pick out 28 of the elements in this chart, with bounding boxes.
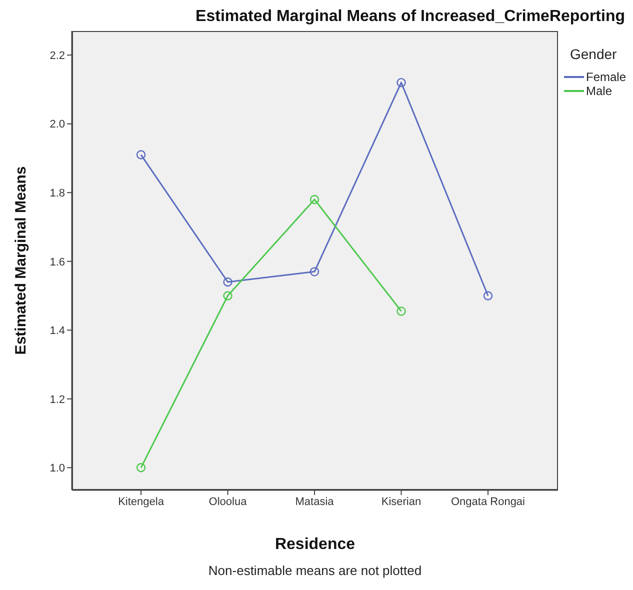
legend-title: Gender	[570, 46, 618, 62]
x-axis-title: Residence	[274, 536, 356, 553]
y-axis-title: Estimated Marginal Means	[12, 166, 30, 355]
y-tick-label: 1.4	[50, 325, 65, 338]
point	[136, 463, 146, 472]
text: Non-estimable means are not plotted	[207, 563, 423, 578]
x-tick-label: Kitengela	[118, 496, 165, 508]
chart-title: Estimated Marginal Means of Increased_CrimeReporting	[194, 8, 625, 26]
y-tick-label: 2.0	[50, 118, 65, 131]
x-tick-label: Matasia	[295, 496, 335, 508]
y-tick-label: 1.6	[50, 256, 65, 268]
point	[396, 78, 406, 88]
point	[396, 306, 406, 316]
legend-label: Female	[586, 70, 626, 84]
x-tick-label: Oloolua	[208, 496, 248, 508]
y-tick-label: 1.2	[50, 394, 65, 406]
legend-label: Male	[586, 84, 612, 98]
x-tick-label: Kiserian	[381, 496, 422, 508]
y-tick-label: 1.8	[50, 188, 65, 200]
y-tick-label: 1.0	[50, 462, 65, 475]
point	[136, 150, 146, 160]
point	[310, 267, 320, 276]
point	[483, 291, 493, 300]
x-tick-label: Ongata Rongai	[451, 496, 525, 508]
point	[310, 194, 320, 204]
y-tick-label: 2.2	[50, 50, 65, 62]
point	[223, 291, 232, 300]
point	[223, 277, 232, 287]
